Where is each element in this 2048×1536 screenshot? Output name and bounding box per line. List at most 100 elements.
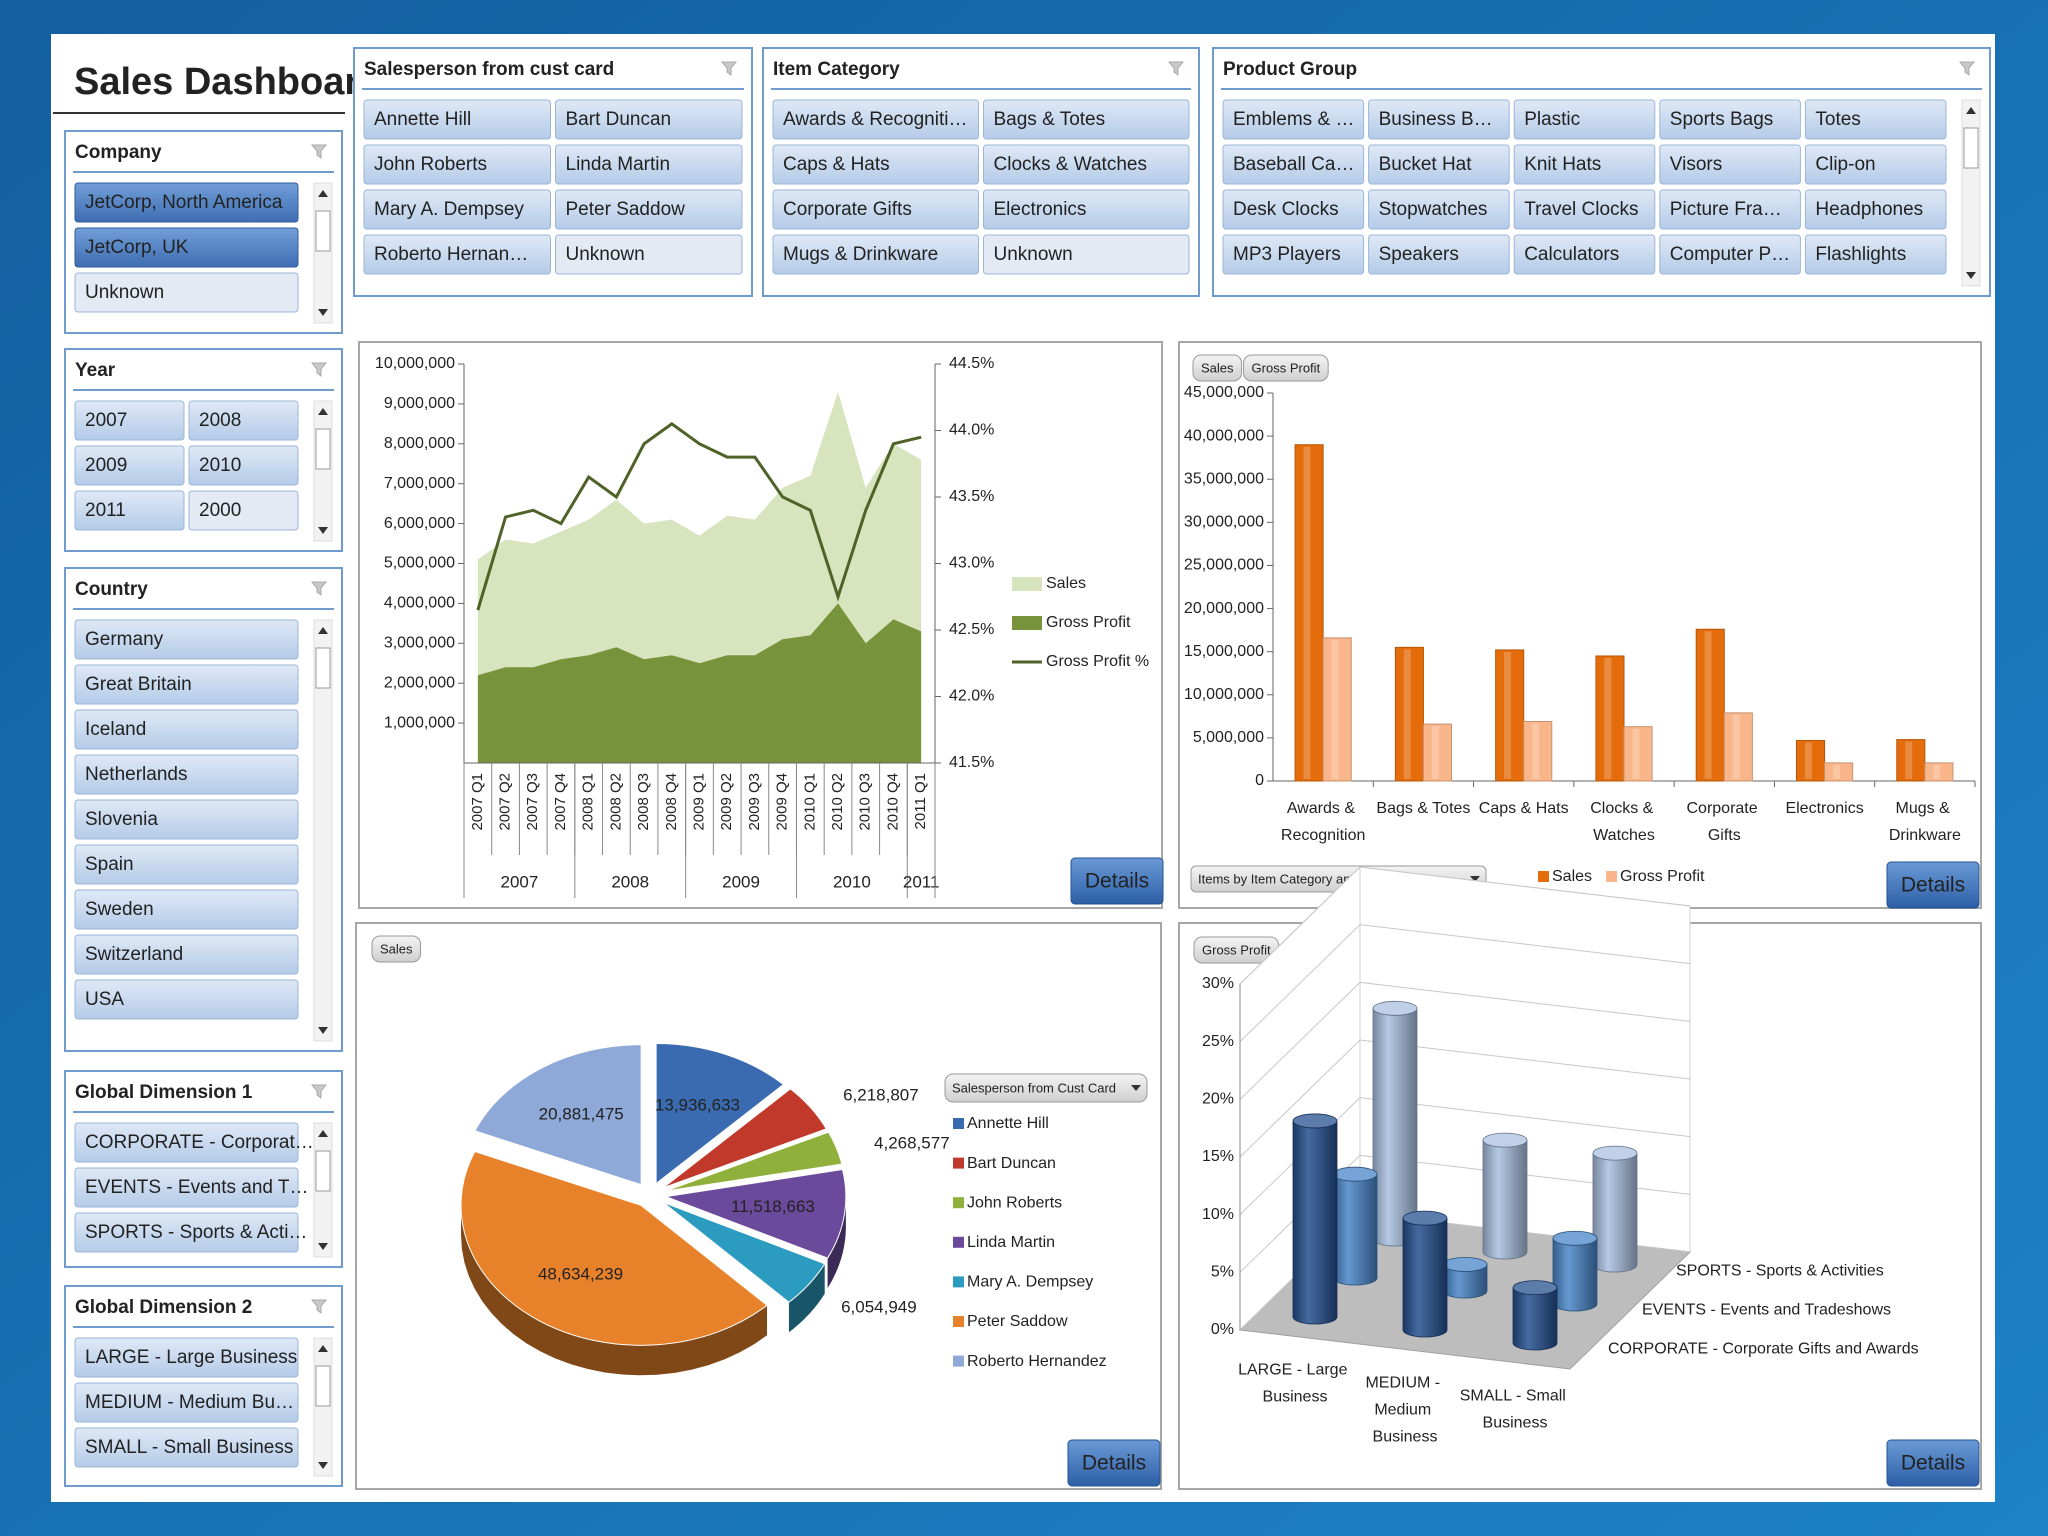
slicer-item[interactable]: [772, 189, 979, 230]
scroll-thumb[interactable]: [315, 1150, 331, 1192]
slicer-item[interactable]: [1368, 144, 1510, 185]
scroll-down[interactable]: [1966, 272, 1976, 279]
x-tick-label: 2010 Q4: [884, 773, 901, 831]
slicer-item[interactable]: [983, 99, 1190, 140]
slicer-item[interactable]: [1659, 144, 1801, 185]
slicer-item[interactable]: [188, 445, 299, 486]
slicer-item[interactable]: [74, 754, 299, 795]
slicer-item[interactable]: [1804, 189, 1947, 230]
slicer-item[interactable]: [74, 934, 299, 975]
scroll-down[interactable]: [318, 527, 328, 534]
scroll-down[interactable]: [318, 1243, 328, 1250]
slicer-item[interactable]: [188, 400, 299, 441]
slicer-item-label: Corporate Gifts: [783, 199, 912, 220]
slicer-item[interactable]: [1659, 234, 1801, 275]
slicer-item[interactable]: [74, 979, 299, 1020]
slicer-item[interactable]: [1513, 144, 1656, 185]
slicer-item[interactable]: [555, 234, 743, 275]
slicer-item-label: Sports Bags: [1670, 109, 1774, 130]
slicer-item[interactable]: [555, 144, 743, 185]
slicer-item[interactable]: [1804, 144, 1947, 185]
slicer-item[interactable]: [1222, 99, 1365, 140]
scroll-up[interactable]: [318, 627, 328, 634]
slicer-item[interactable]: [74, 490, 185, 531]
slicer-item[interactable]: [983, 234, 1190, 275]
scroll-thumb[interactable]: [315, 1365, 331, 1407]
scroll-thumb[interactable]: [315, 210, 331, 252]
slicer-item[interactable]: [363, 189, 551, 230]
slicer-item[interactable]: [74, 400, 185, 441]
slicer-item[interactable]: [363, 234, 551, 275]
field-button[interactable]: [1192, 354, 1243, 382]
scroll-up[interactable]: [1966, 107, 1976, 114]
slicer-item[interactable]: [1659, 99, 1801, 140]
slicer-item[interactable]: [983, 189, 1190, 230]
slicer-item[interactable]: [1659, 189, 1801, 230]
slicer-item[interactable]: [74, 844, 299, 885]
slicer-item[interactable]: [772, 234, 979, 275]
clear-filter-icon: [310, 581, 328, 596]
slicer-item[interactable]: [74, 664, 299, 705]
slicer-item[interactable]: [74, 445, 185, 486]
x-tick-label: 2007 Q4: [552, 773, 569, 831]
slicer-item[interactable]: [1804, 234, 1947, 275]
scroll-down[interactable]: [318, 1027, 328, 1034]
slicer-item[interactable]: [74, 1212, 299, 1253]
slicer-item[interactable]: [772, 99, 979, 140]
slicer-item[interactable]: [74, 1167, 299, 1208]
scroll-up[interactable]: [318, 408, 328, 415]
slicer-item[interactable]: [983, 144, 1190, 185]
scroll-thumb[interactable]: [315, 647, 331, 689]
scroll-up[interactable]: [318, 1345, 328, 1352]
slicer-item[interactable]: [74, 272, 299, 313]
slicer-item-label: Baseball Ca…: [1233, 154, 1354, 175]
slicer-item[interactable]: [555, 99, 743, 140]
slicer-item[interactable]: [772, 144, 979, 185]
slicer-item[interactable]: [1222, 234, 1365, 275]
details-button[interactable]: [1886, 861, 1980, 909]
slicer-item[interactable]: [1368, 234, 1510, 275]
scroll-down[interactable]: [318, 309, 328, 316]
slicer-item[interactable]: [74, 1382, 299, 1423]
field-button[interactable]: [1243, 354, 1329, 382]
legend-swatch: [1606, 871, 1618, 882]
scroll-thumb[interactable]: [1963, 127, 1979, 169]
slicer-item[interactable]: [363, 99, 551, 140]
scroll-up[interactable]: [318, 1130, 328, 1137]
details-button[interactable]: [1067, 1439, 1161, 1487]
slicer-item[interactable]: [1513, 189, 1656, 230]
slicer-item[interactable]: [1513, 234, 1656, 275]
slicer-item[interactable]: [74, 1337, 299, 1378]
slicer-item[interactable]: [74, 619, 299, 660]
slicer-item[interactable]: [74, 182, 299, 223]
slicer-item-label: Sweden: [85, 899, 154, 920]
details-button[interactable]: [1886, 1439, 1980, 1487]
slicer-item[interactable]: [188, 490, 299, 531]
slicer-item[interactable]: [1368, 189, 1510, 230]
slicer-item-label: Visors: [1670, 154, 1722, 175]
scroll-down[interactable]: [318, 1462, 328, 1469]
y-tick-label: 30,000,000: [1184, 514, 1264, 531]
slicer-item-label: Speakers: [1379, 244, 1459, 265]
slicer-item[interactable]: [1222, 189, 1365, 230]
details-button[interactable]: [1070, 857, 1164, 905]
field-button[interactable]: [371, 935, 422, 963]
slicer-item[interactable]: [1368, 99, 1510, 140]
slicer-item[interactable]: [1222, 144, 1365, 185]
scroll-up[interactable]: [318, 190, 328, 197]
slicer-item[interactable]: [74, 889, 299, 930]
slicer-item[interactable]: [74, 709, 299, 750]
slicer-item[interactable]: [1513, 99, 1656, 140]
slicer-item[interactable]: [74, 799, 299, 840]
slicer-item[interactable]: [74, 1122, 299, 1163]
legend-dropdown[interactable]: [944, 1073, 1148, 1103]
slicer-item[interactable]: [555, 189, 743, 230]
bar-highlight: [1804, 742, 1812, 779]
slicer-item-label: Flashlights: [1815, 244, 1906, 265]
slicer-item-label: Calculators: [1524, 244, 1619, 265]
slicer-item[interactable]: [363, 144, 551, 185]
slicer-item[interactable]: [74, 227, 299, 268]
scroll-thumb[interactable]: [315, 428, 331, 470]
slicer-item[interactable]: [74, 1427, 299, 1468]
slicer-item[interactable]: [1804, 99, 1947, 140]
